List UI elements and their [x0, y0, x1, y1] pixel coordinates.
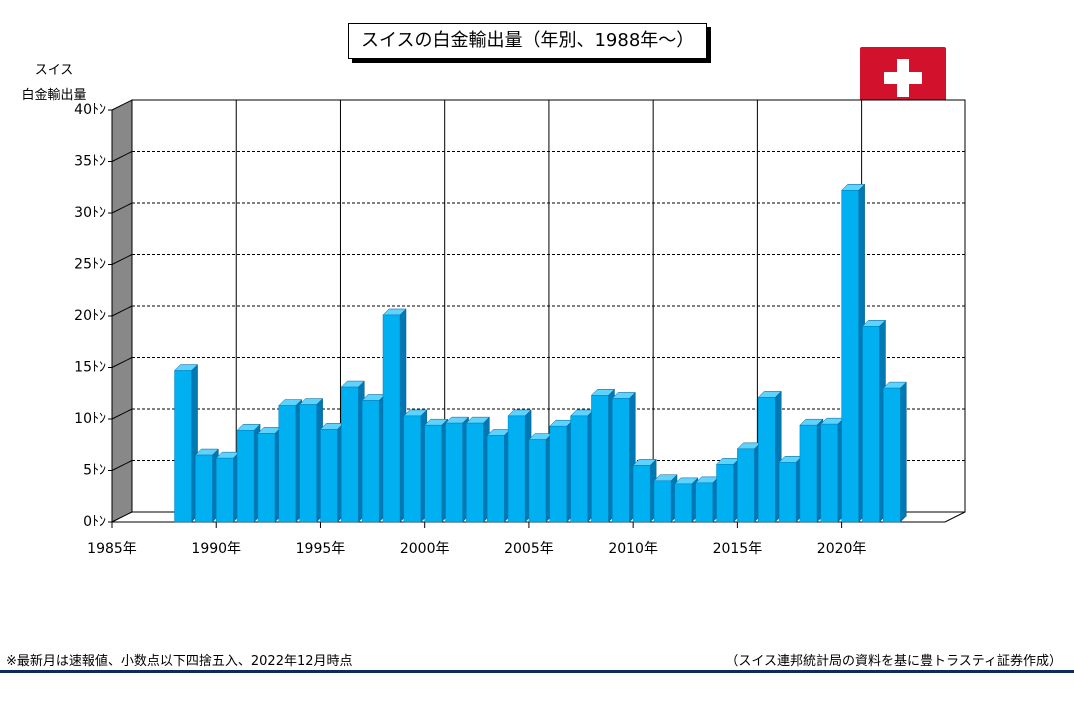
x-tick-label: 1985年 [87, 541, 137, 557]
y-tick-label: 35ﾄﾝ [74, 154, 106, 170]
x-tick-label: 1995年 [296, 541, 346, 557]
bar [549, 425, 568, 523]
y-tick-label: 15ﾄﾝ [74, 360, 106, 376]
bar [612, 398, 630, 523]
bar [236, 430, 255, 523]
bar [841, 190, 859, 523]
bar [215, 457, 234, 523]
x-tick-label: 1990年 [191, 541, 241, 557]
bar [403, 415, 422, 523]
bar [299, 404, 317, 523]
bar [528, 439, 547, 523]
bar [382, 314, 401, 523]
bar-chart: 0ﾄﾝ 5ﾄﾝ 10ﾄﾝ 15ﾄﾝ 20ﾄﾝ 25ﾄﾝ 30ﾄﾝ 35ﾄﾝ 40ﾄﾝ 1985年 1… [74, 99, 966, 557]
gridline-y-side [111, 151, 133, 162]
bar [695, 482, 713, 523]
bar [278, 405, 297, 523]
footer-source: （スイス連邦統計局の資料を基に豊トラスティ証券作成） [725, 654, 1062, 669]
x-tick-label: 2015年 [713, 541, 763, 557]
flag-cross-horizontal [884, 72, 922, 84]
bar [486, 435, 505, 523]
bar [424, 424, 442, 523]
bar [737, 448, 755, 523]
bar [570, 415, 588, 523]
bar [862, 326, 880, 523]
y-axis-label-line1: スイス [34, 63, 74, 78]
bar [445, 422, 463, 523]
y-axis-label: スイス 白金輸出量 [6, 58, 102, 108]
bar [716, 464, 734, 523]
y-tick-label: 0ﾄﾝ [83, 514, 106, 530]
bar [757, 397, 776, 523]
footer-rule [0, 670, 1074, 673]
bar [466, 422, 484, 523]
x-tick-label: 2005年 [504, 541, 554, 557]
bar [653, 480, 672, 523]
gridline-y-side [111, 460, 133, 471]
bar [591, 395, 609, 523]
bar [341, 386, 359, 523]
bar [799, 424, 818, 523]
bar [674, 483, 693, 523]
gridline-y-side [111, 254, 133, 265]
bar [257, 433, 276, 523]
bar [195, 454, 213, 523]
bar [507, 415, 526, 523]
y-tick-label: 20ﾄﾝ [74, 308, 106, 324]
bar-side [900, 381, 907, 523]
bar [361, 400, 380, 523]
footer-note: ※最新月は速報値、小数点以下四捨五入、2022年12月時点 [6, 654, 353, 669]
bar [883, 387, 901, 523]
gridline-y-side [111, 357, 133, 368]
x-tick-label: 2000年 [400, 541, 450, 557]
y-tick-label: 30ﾄﾝ [74, 205, 106, 221]
x-tick-label: 2020年 [817, 541, 867, 557]
bar [820, 423, 839, 523]
y-axis-label-line2: 白金輸出量 [21, 88, 87, 103]
y-tick-label: 5ﾄﾝ [83, 463, 106, 479]
y-tick-label: 10ﾄﾝ [74, 411, 106, 427]
y-tick-label: 25ﾄﾝ [74, 257, 106, 273]
gridline-y-side [111, 305, 133, 317]
swiss-flag-icon [860, 47, 946, 109]
bar [174, 370, 192, 523]
gridline-y-side [111, 408, 133, 420]
bar [632, 465, 651, 523]
x-tick-label: 2010年 [608, 541, 658, 557]
y-tick-label: 40ﾄﾝ [74, 102, 106, 118]
bar [778, 462, 797, 523]
bar [320, 429, 338, 523]
gridline-y-side [111, 202, 133, 214]
chart-title: スイスの白金輸出量（年別、1988年～） [348, 23, 708, 59]
